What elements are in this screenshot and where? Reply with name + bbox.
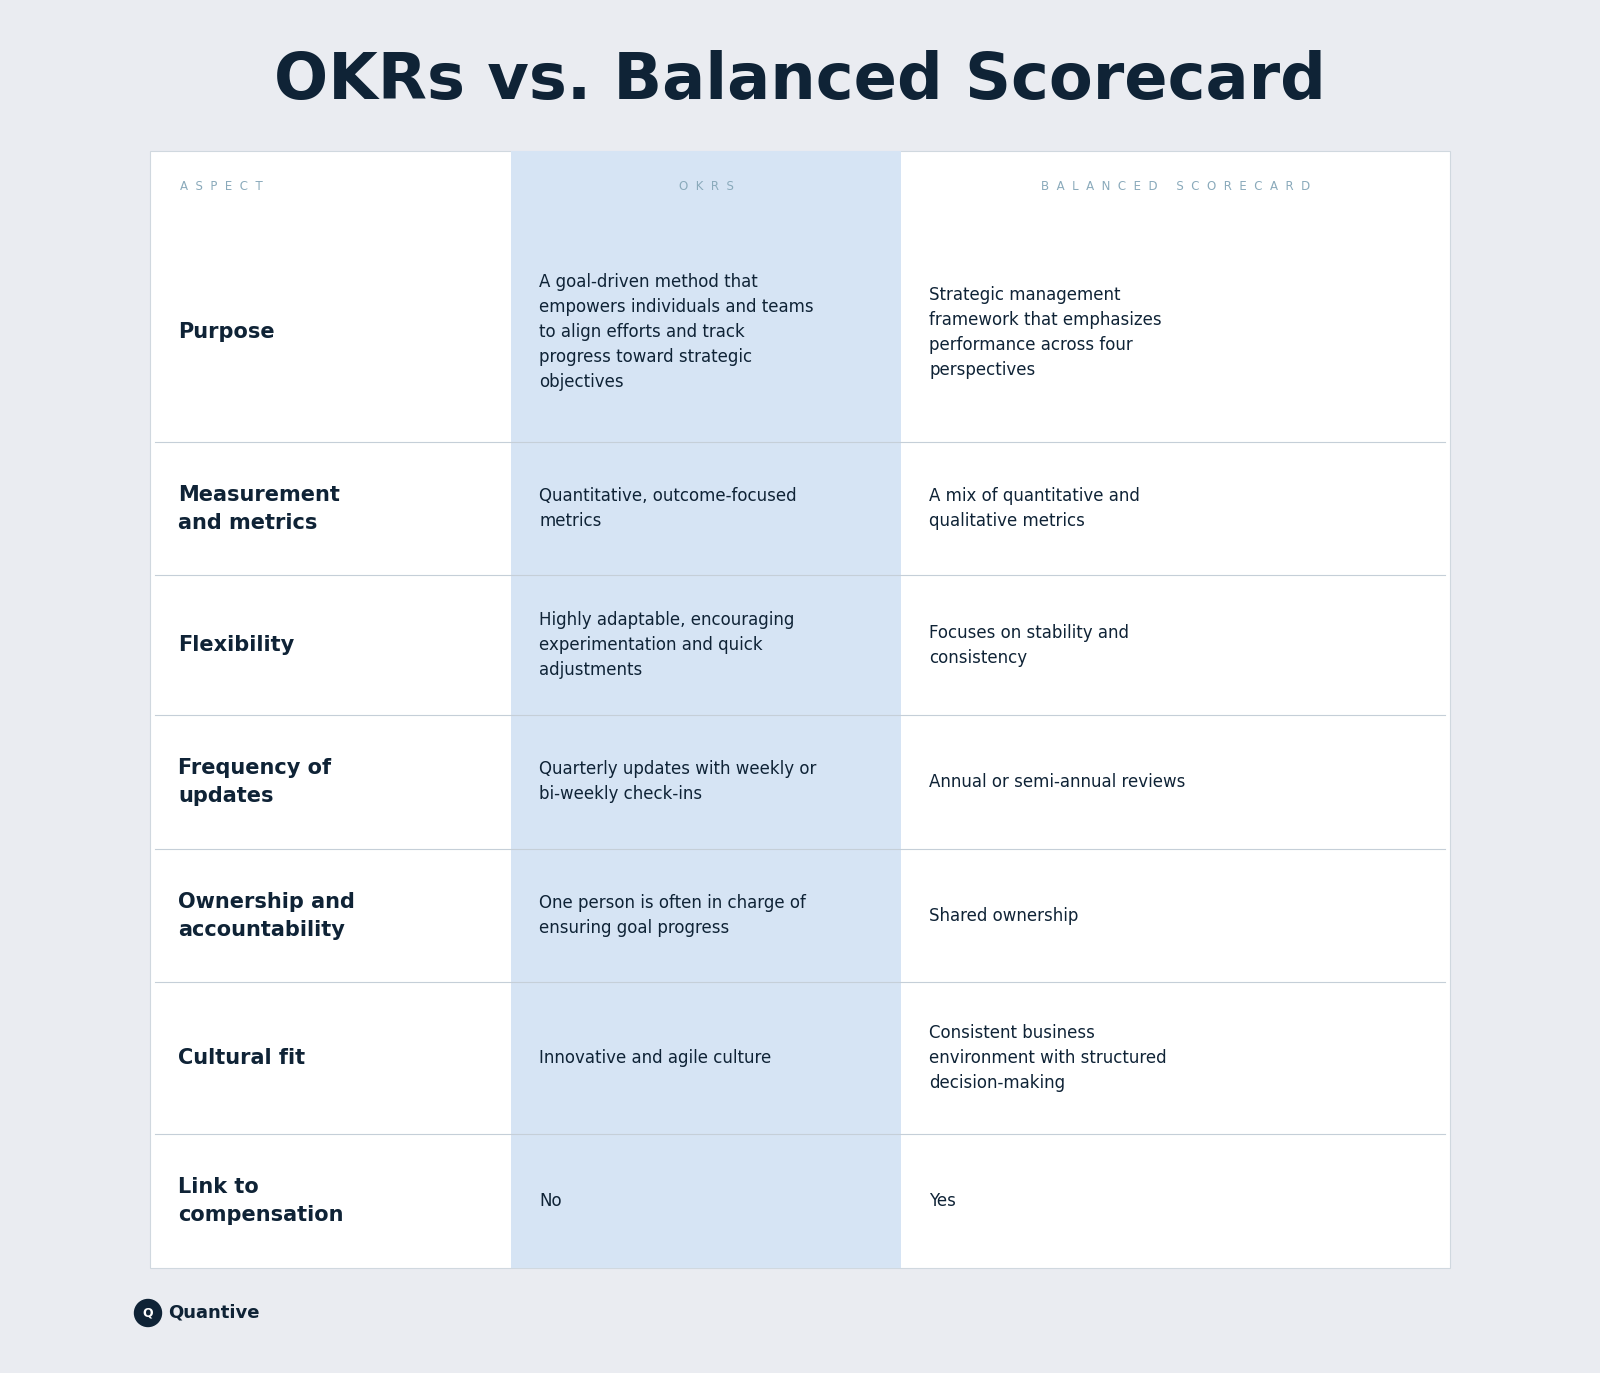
Text: Ownership and
accountability: Ownership and accountability	[178, 891, 355, 939]
Text: Quantitative, outcome-focused
metrics: Quantitative, outcome-focused metrics	[539, 487, 797, 530]
Text: A  S  P  E  C  T: A S P E C T	[179, 180, 262, 194]
Text: Consistent business
environment with structured
decision-making: Consistent business environment with str…	[930, 1024, 1166, 1093]
Text: A goal-driven method that
empowers individuals and teams
to align efforts and tr: A goal-driven method that empowers indiv…	[539, 273, 814, 391]
Text: Focuses on stability and
consistency: Focuses on stability and consistency	[930, 623, 1130, 667]
FancyBboxPatch shape	[150, 151, 1450, 1269]
Text: Strategic management
framework that emphasizes
performance across four
perspecti: Strategic management framework that emph…	[930, 286, 1162, 379]
Text: Quarterly updates with weekly or
bi-weekly check-ins: Quarterly updates with weekly or bi-week…	[539, 761, 816, 803]
Text: Frequency of
updates: Frequency of updates	[178, 758, 331, 806]
Text: Highly adaptable, encouraging
experimentation and quick
adjustments: Highly adaptable, encouraging experiment…	[539, 611, 795, 680]
FancyBboxPatch shape	[512, 151, 901, 1269]
Text: Yes: Yes	[930, 1192, 957, 1210]
Text: Q: Q	[142, 1307, 154, 1319]
Text: Innovative and agile culture: Innovative and agile culture	[539, 1049, 771, 1067]
Text: Annual or semi-annual reviews: Annual or semi-annual reviews	[930, 773, 1186, 791]
Text: Measurement
and metrics: Measurement and metrics	[178, 485, 339, 533]
Text: Purpose: Purpose	[178, 323, 275, 342]
Text: Quantive: Quantive	[168, 1304, 259, 1322]
Text: O  K  R  S: O K R S	[678, 180, 734, 194]
Text: Link to
compensation: Link to compensation	[178, 1177, 344, 1225]
Text: One person is often in charge of
ensuring goal progress: One person is often in charge of ensurin…	[539, 894, 806, 938]
Text: A mix of quantitative and
qualitative metrics: A mix of quantitative and qualitative me…	[930, 487, 1141, 530]
Text: Shared ownership: Shared ownership	[930, 906, 1078, 924]
Text: OKRs vs. Balanced Scorecard: OKRs vs. Balanced Scorecard	[274, 49, 1326, 113]
Text: Flexibility: Flexibility	[178, 636, 294, 655]
Text: B  A  L  A  N  C  E  D     S  C  O  R  E  C  A  R  D: B A L A N C E D S C O R E C A R D	[1042, 180, 1310, 194]
Text: No: No	[539, 1192, 562, 1210]
Circle shape	[134, 1299, 162, 1326]
Text: Cultural fit: Cultural fit	[178, 1049, 306, 1068]
